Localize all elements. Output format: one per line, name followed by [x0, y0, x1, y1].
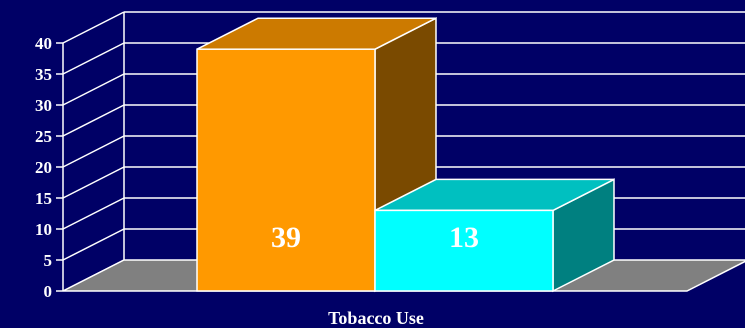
y-axis-ticks: 0 5 10 15 20 25 30 35 40	[35, 34, 63, 301]
gridline-wall	[62, 42, 125, 75]
x-axis-label: Tobacco Use	[328, 308, 424, 328]
y-tick-label: 0	[44, 282, 53, 301]
gridline-wall	[62, 197, 125, 230]
y-tick-label: 30	[35, 96, 52, 115]
gridline-wall	[62, 228, 125, 261]
gridline-wall	[62, 11, 125, 44]
bars: 39 13	[196, 16, 615, 293]
y-tick-label: 15	[35, 189, 52, 208]
gridline-wall	[62, 166, 125, 199]
bar-group: 13	[374, 178, 615, 293]
bar	[374, 209, 554, 292]
gridline-wall	[62, 73, 125, 106]
y-tick-label: 40	[35, 34, 52, 53]
gridline-wall	[62, 104, 125, 137]
bar	[196, 48, 376, 292]
data-label: 13	[449, 221, 479, 254]
y-tick-label: 10	[35, 220, 52, 239]
y-tick-label: 35	[35, 65, 52, 84]
y-tick-label: 5	[44, 251, 53, 270]
bar-group: 39	[196, 16, 437, 293]
data-label: 39	[271, 221, 301, 254]
y-tick-label: 20	[35, 158, 52, 177]
gridline-wall	[62, 135, 125, 168]
y-tick-label: 25	[35, 127, 52, 146]
